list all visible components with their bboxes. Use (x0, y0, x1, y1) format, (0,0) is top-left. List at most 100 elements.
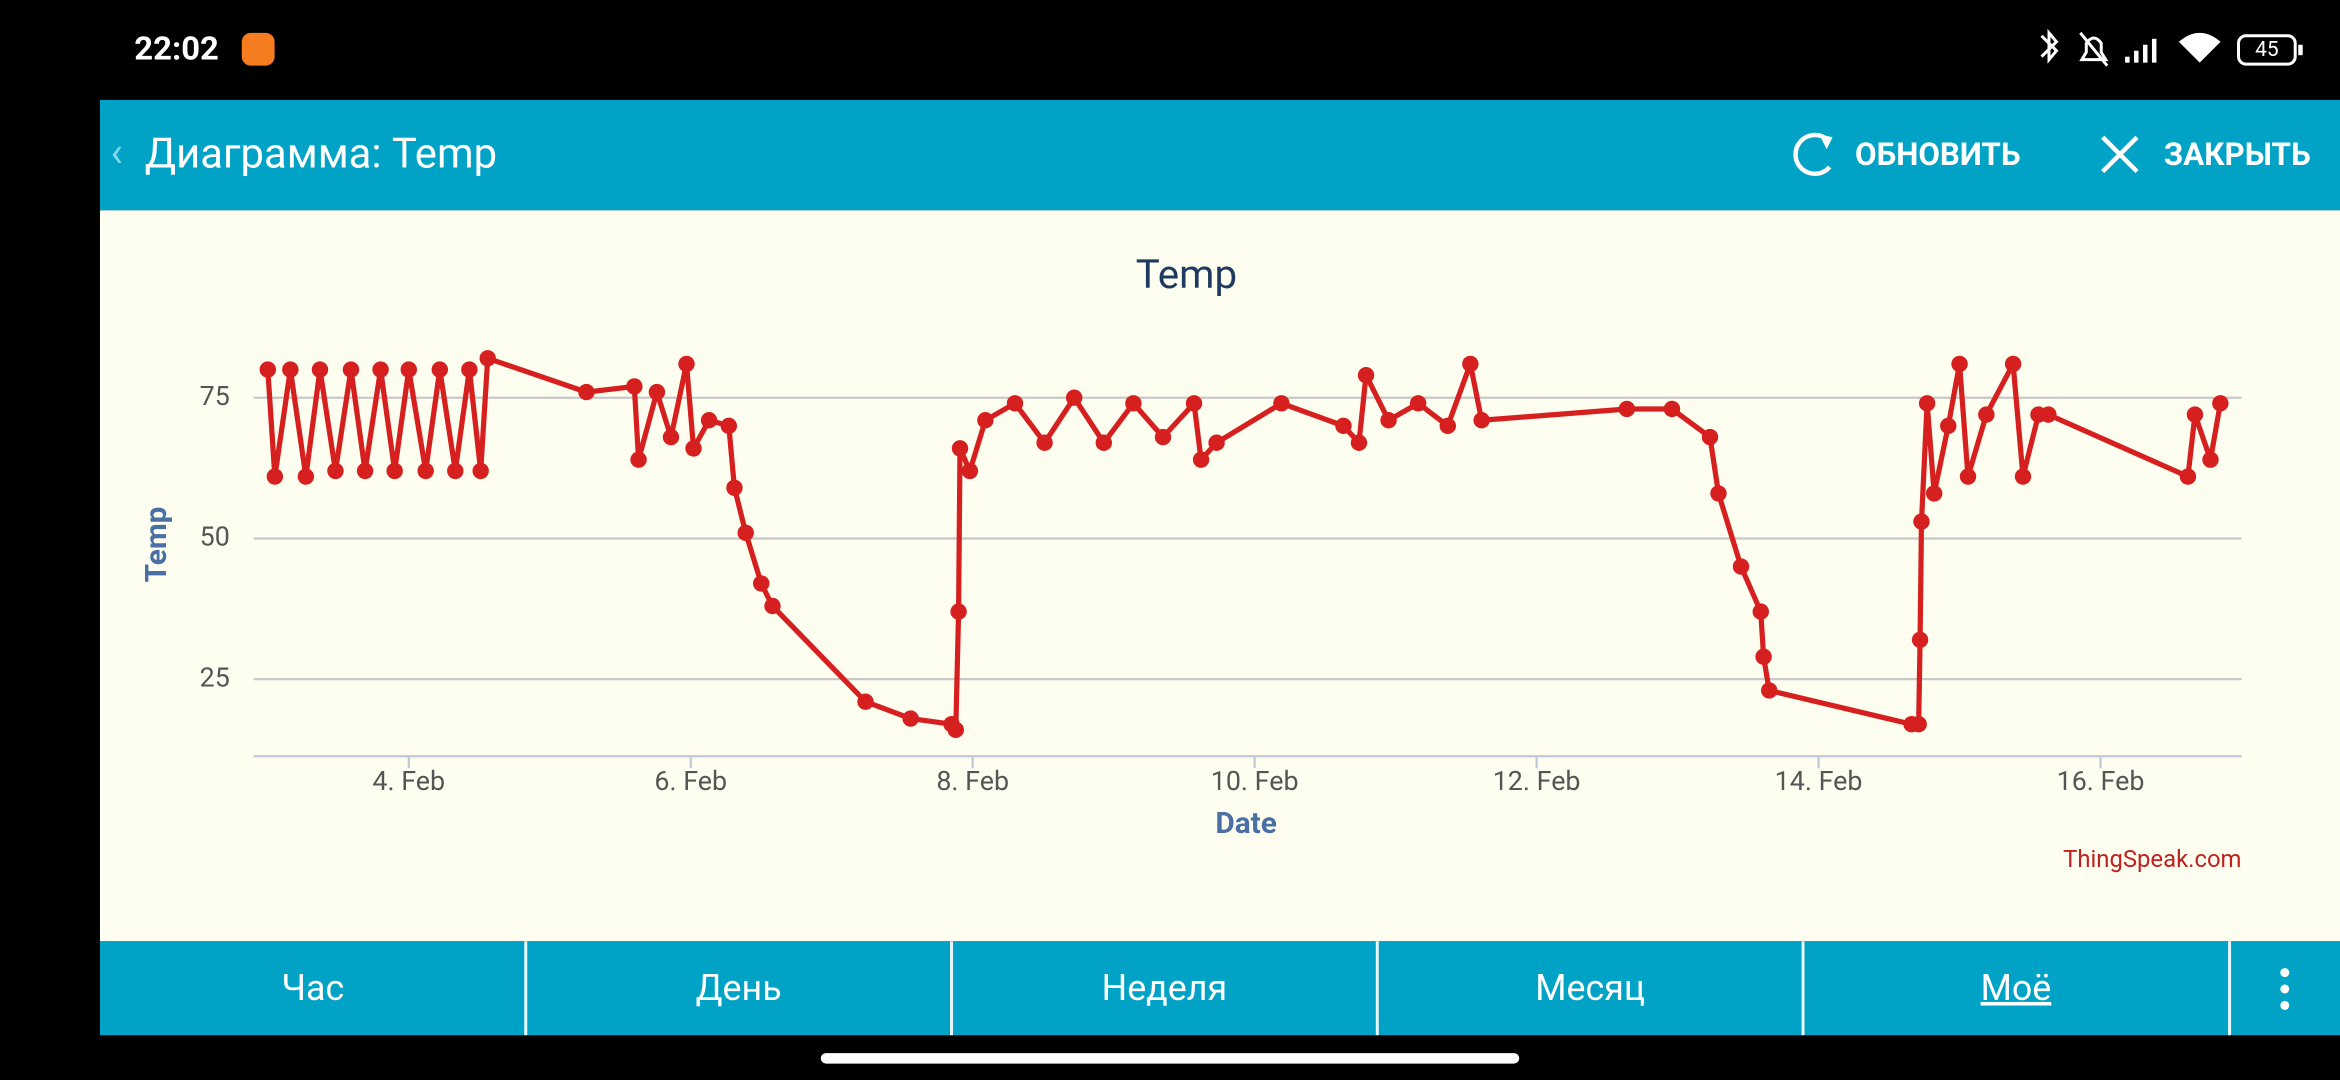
data-point (1273, 395, 1290, 412)
data-point (2202, 451, 2219, 468)
close-button[interactable]: ЗАКРЫТЬ (2101, 135, 2311, 174)
data-point (1940, 417, 1957, 435)
data-point (1761, 682, 1778, 699)
data-point (1185, 395, 1203, 412)
data-point (431, 361, 448, 378)
data-point (1913, 513, 1930, 530)
data-point (1208, 434, 1225, 451)
data-point (1095, 434, 1113, 451)
tab-bar-bg (99, 941, 2340, 1036)
data-point (372, 361, 389, 378)
y-tick-label: 75 (200, 380, 230, 412)
data-point (479, 350, 496, 367)
mi-icon (241, 32, 275, 66)
y-tick-label: 50 (200, 521, 230, 553)
data-point (1618, 400, 1636, 418)
tab[interactable]: Час (282, 967, 345, 1009)
data-point (2014, 468, 2032, 485)
data-point (1439, 417, 1457, 435)
data-point (1380, 412, 1397, 429)
data-point (2040, 406, 2057, 423)
data-point (1006, 395, 1024, 412)
data-point (447, 462, 464, 480)
data-point (1036, 434, 1053, 451)
data-point (259, 361, 277, 378)
series-line (265, 355, 2223, 733)
refresh-button[interactable]: ОБНОВИТЬ (1793, 132, 2021, 177)
x-tick-label: 10. Feb (1211, 765, 1299, 797)
data-point (737, 524, 754, 542)
credit[interactable]: ThingSpeak.com (2063, 845, 2241, 873)
data-point (400, 361, 417, 378)
y-tick-label: 25 (200, 661, 230, 693)
data-point (1701, 428, 1719, 446)
tab[interactable]: День (696, 967, 782, 1009)
data-point (700, 412, 718, 429)
close-label[interactable]: ЗАКРЫТЬ (2164, 136, 2311, 173)
data-point (902, 710, 919, 727)
data-point (648, 383, 666, 401)
back-icon[interactable]: ‹ (110, 128, 123, 177)
data-point (1918, 395, 1936, 412)
data-point (417, 462, 434, 480)
data-point (1752, 603, 1769, 620)
data-point (1710, 485, 1727, 502)
data-point (753, 575, 770, 592)
data-point (951, 440, 969, 457)
data-point (961, 462, 979, 480)
x-tick-label: 4. Feb (372, 765, 445, 797)
data-point (630, 451, 647, 468)
data-point (2212, 395, 2229, 412)
data-point (2179, 468, 2197, 485)
data-point (342, 361, 360, 378)
data-point (678, 355, 695, 373)
data-point (1951, 355, 1968, 373)
data-point (764, 597, 781, 615)
data-point (1125, 395, 1142, 412)
more-dot (2280, 1000, 2290, 1010)
data-point (311, 361, 329, 378)
x-tick-label: 12. Feb (1493, 765, 1581, 797)
data-point (356, 462, 374, 480)
x-tick-label: 14. Feb (1775, 765, 1863, 797)
y-axis-label: Temp (139, 507, 174, 583)
data-point (662, 428, 680, 446)
data-point (386, 462, 403, 480)
data-point (1911, 631, 1929, 648)
tab[interactable]: Неделя (1102, 967, 1227, 1009)
x-tick-label: 6. Feb (654, 765, 727, 797)
data-point (720, 417, 738, 435)
tab-bar: Час День Неделя Месяц Моё (99, 941, 2340, 1036)
data-point (1732, 558, 1750, 575)
data-point (1065, 389, 1083, 406)
data-point (1192, 451, 1210, 468)
data-point (626, 378, 643, 395)
data-point (1978, 406, 1995, 423)
data-point (282, 361, 299, 378)
data-point (1335, 417, 1352, 435)
tab[interactable]: Моё (1981, 967, 2052, 1009)
plot: 25 50 75 4. Feb 6. Feb 8. Feb 10. Feb 12. Feb 14… (200, 350, 2242, 797)
more-dot (2280, 968, 2290, 978)
data-point (1357, 367, 1375, 384)
data-point (1925, 485, 1943, 502)
data-point (1409, 395, 1427, 412)
refresh-label[interactable]: ОБНОВИТЬ (1855, 136, 2021, 173)
home-indicator (820, 1053, 1520, 1064)
x-tick-label: 8. Feb (936, 765, 1009, 797)
data-point (297, 468, 315, 485)
data-point (1473, 412, 1490, 429)
data-point (1154, 428, 1172, 446)
tab[interactable]: Месяц (1535, 967, 1645, 1009)
status-icons (2040, 28, 2303, 67)
data-point (1910, 716, 1927, 733)
chart-area (99, 210, 2340, 942)
data-point (461, 361, 478, 378)
data-point (2186, 406, 2204, 423)
data-point (1755, 648, 1772, 665)
x-axis-label: Date (1215, 806, 1277, 841)
data-point (685, 440, 702, 457)
data-point (1350, 434, 1368, 451)
